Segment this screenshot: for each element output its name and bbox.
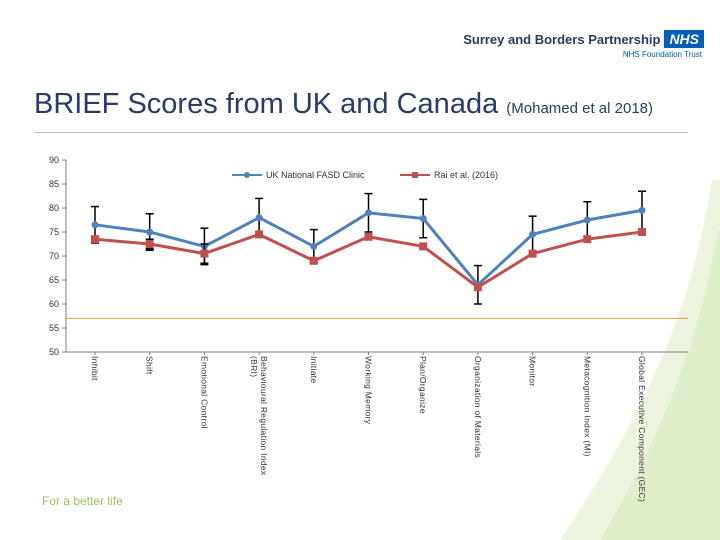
y-tick-label: 50 [49,347,59,357]
x-tick-label: Global Executive Component (GEC) [637,356,647,502]
data-point [146,228,154,236]
data-point [638,228,646,236]
data-point [473,283,482,292]
data-point [255,230,264,239]
x-tick-label: Working Memory [364,356,374,425]
x-tick-label: Emotional Control [199,356,209,429]
x-tick-label: Organization of Materials [473,356,483,458]
x-tick-label-group: Working Memory [364,356,374,425]
x-tick-label-group: Emotional Control [199,356,209,429]
x-tick-label-group: Initiate [309,356,319,383]
x-tick-label: Initiate [309,356,319,383]
y-tick-label: 75 [49,227,59,237]
slide-title-main: BRIEF Scores from UK and Canada [34,88,499,120]
data-point [309,256,318,265]
x-tick-label-group: Shift [145,356,155,375]
y-tick-label: 90 [49,155,59,165]
chart-axes: 50 55 60 65 70 75 80 85 90 Inhibit Shift Emotional … [49,155,688,502]
data-point [365,209,372,217]
data-point [145,240,154,248]
data-point [91,221,99,229]
x-tick-label: Plan/Organize [418,356,428,414]
x-tick-label-group: Organization of Materials [473,356,483,458]
decorative-swoosh [560,180,720,540]
swoosh-shape-inner [600,230,720,540]
legend-label: UK National FASD Clinic [266,170,365,180]
y-tick-label: 80 [49,203,59,213]
x-tick-label: Shift [145,356,155,375]
x-tick-label-group: Monitor [528,356,538,386]
x-tick-label-group: Global Executive Component (GEC) [637,356,647,502]
y-tick-label: 65 [49,275,59,285]
y-tick-label: 60 [49,299,59,309]
x-tick-label-group: Inhibit [90,356,100,381]
x-tick-label-group: Plan/Organize [418,356,428,414]
y-tick-label: 55 [49,323,59,333]
nhs-logo: NHS [664,30,704,48]
x-tick-label: Inhibit [90,356,100,381]
data-point [528,249,537,258]
chart-legend: UK National FASD Clinic Rai et al. (2016) [232,170,498,180]
x-tick-label-group: Behavioural Regulation Index(BRI) [249,356,269,476]
brand-header: Surrey and Borders Partnership NHS NHS Fo… [463,30,704,59]
legend-marker [412,172,418,178]
slide-title: BRIEF Scores from UK and Canada (Mohamed… [34,88,653,121]
data-point [419,242,428,251]
x-tick-label: (BRI) [249,356,259,377]
chart-series [91,190,646,305]
y-tick-label: 85 [49,179,59,189]
data-point [419,215,427,223]
data-point [200,249,209,258]
x-tick-label: Metacognition Index (MI) [582,356,592,457]
title-divider [34,132,688,133]
x-tick-label: Monitor [528,356,538,386]
data-point [583,216,591,224]
data-point [529,230,537,238]
tagline: For a better life [42,494,123,508]
y-tick-label: 70 [49,251,59,261]
data-point [638,206,646,214]
data-point [310,242,318,250]
data-point [255,214,263,222]
slide-title-citation: (Mohamed et al 2018) [506,100,654,117]
x-tick-label-group: Metacognition Index (MI) [582,356,592,457]
legend-label: Rai et al. (2016) [434,170,498,180]
data-point [364,232,373,241]
trust-name: NHS Foundation Trust [622,50,702,60]
data-point [583,235,592,244]
organisation-name: Surrey and Borders Partnership [463,31,661,47]
legend-marker [244,172,250,178]
data-point [91,235,99,244]
x-tick-label: Behavioural Regulation Index [259,356,269,476]
